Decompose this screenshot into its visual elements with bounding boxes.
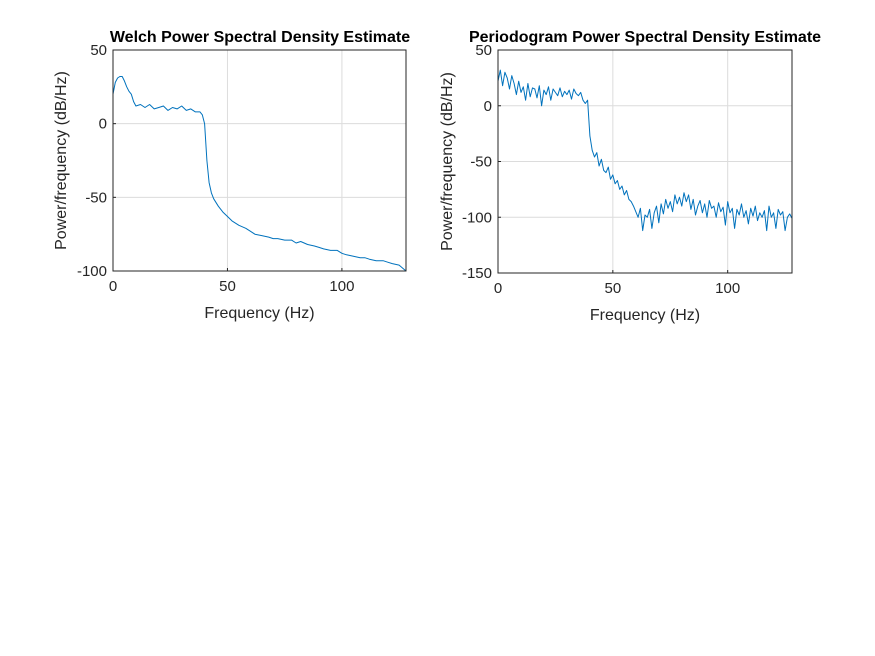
- y-tick-label: -100: [462, 209, 492, 226]
- plot-area: [113, 50, 406, 271]
- welch-psd-axes: 0 50 100 -100 -50 0 50 Welch Power Spectral De…: [53, 29, 410, 322]
- y-tick-label: 0: [484, 98, 492, 115]
- psd-line: [112, 76, 407, 272]
- x-tick-label: 100: [329, 278, 354, 295]
- y-tick-label: 50: [475, 42, 492, 59]
- y-tick-label: -50: [470, 154, 492, 171]
- chart-title: Welch Power Spectral Density Estimate: [110, 29, 410, 46]
- psd-line: [497, 69, 793, 232]
- x-axis-label: Frequency (Hz): [204, 305, 314, 322]
- x-tick-label: 50: [605, 280, 622, 297]
- x-tick-label: 0: [109, 278, 117, 295]
- y-tick-label: 50: [90, 42, 107, 59]
- x-tick-label: 50: [219, 278, 236, 295]
- periodogram-psd-axes: 0 50 100 -150 -100 -50 0 50 Periodogram Power S…: [439, 29, 821, 324]
- chart-title: Periodogram Power Spectral Density Estim…: [469, 29, 821, 46]
- y-tick-label: -50: [85, 189, 107, 206]
- x-axis-label: Frequency (Hz): [590, 307, 700, 324]
- y-tick-label: -150: [462, 265, 492, 282]
- y-axis-label: Power/frequency (dB/Hz): [53, 71, 70, 250]
- x-tick-label: 0: [494, 280, 502, 297]
- y-tick-label: 0: [99, 116, 107, 133]
- axes-box: [112, 49, 407, 272]
- x-tick-label: 100: [715, 280, 740, 297]
- y-axis-label: Power/frequency (dB/Hz): [439, 72, 456, 251]
- y-tick-label: -100: [77, 263, 107, 280]
